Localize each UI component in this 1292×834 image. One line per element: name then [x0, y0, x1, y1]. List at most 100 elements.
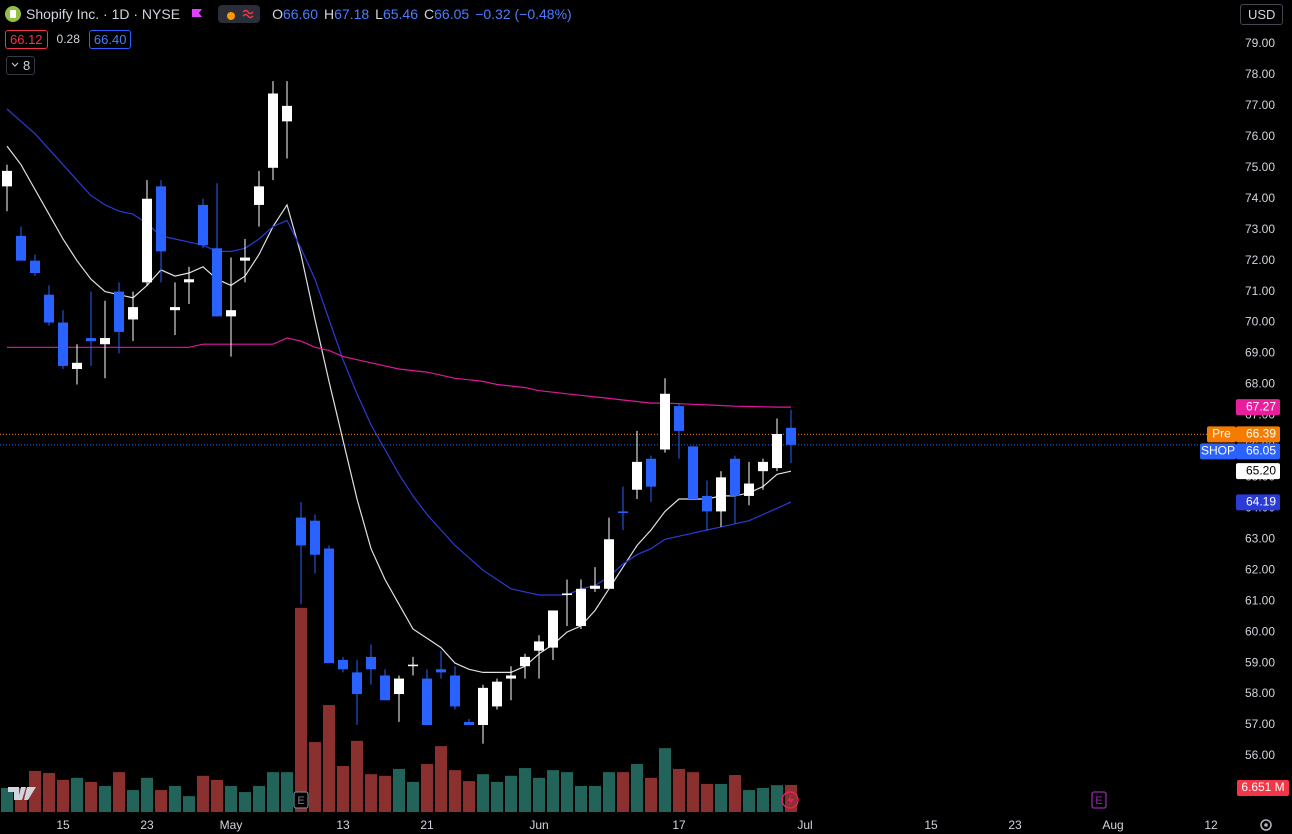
y-tick-label: 72.00 [1245, 253, 1275, 267]
price-label-box [1236, 426, 1280, 443]
candle-body [632, 461, 642, 490]
volume-bar [155, 790, 167, 812]
candle-body [380, 675, 390, 701]
ask[interactable]: 66.40 [88, 29, 132, 49]
y-tick-label: 71.00 [1245, 284, 1275, 298]
candle-body [44, 294, 54, 323]
x-tick-label: May [220, 818, 243, 832]
volume-bar [141, 777, 153, 812]
candle-body [618, 511, 628, 513]
candle-body [492, 681, 502, 707]
candle-body [72, 362, 82, 370]
volume-bar [57, 779, 69, 812]
y-tick-label: 69.00 [1245, 346, 1275, 360]
moving-average [7, 337, 791, 408]
candle-body [142, 198, 152, 283]
candle-body [590, 585, 600, 589]
y-tick-label: 63.00 [1245, 531, 1275, 545]
y-tick-label: 58.00 [1245, 686, 1275, 700]
ohlc-value: 67.18 [334, 6, 370, 22]
event-icon[interactable] [781, 791, 799, 809]
candle-body [604, 539, 614, 589]
volume-bar [673, 768, 685, 812]
price-label: 65.20 [1246, 463, 1276, 477]
candle-body [450, 675, 460, 707]
volume-bar [183, 796, 195, 812]
volume-bar [1, 788, 13, 812]
volume-bar [575, 785, 587, 812]
volume-bar [281, 772, 293, 812]
x-tick-label: Jun [529, 818, 548, 832]
session-badge[interactable] [218, 5, 261, 23]
y-tick-label: 77.00 [1245, 98, 1275, 112]
volume-bar [561, 772, 573, 812]
volume-bar [71, 777, 83, 812]
volume-bar [505, 775, 517, 812]
candle-body [562, 593, 572, 595]
earnings-label[interactable]: E [297, 795, 304, 807]
price-tag-box [1207, 426, 1236, 443]
candle-body [156, 186, 166, 252]
x-tick-label: Jul [797, 818, 812, 832]
candle-body [282, 105, 292, 122]
x-tick-label: 23 [1008, 818, 1022, 832]
volume-bar [407, 781, 419, 812]
currency-button[interactable]: USD [1240, 3, 1284, 25]
candle-body [198, 204, 208, 246]
earnings-label[interactable]: E [1095, 795, 1102, 807]
candle-body [520, 656, 530, 667]
ohlc: O 66.60 H 67.18 L 65.46 C 66.05 [266, 6, 469, 22]
moving-average [6, 108, 792, 596]
volume-bar [757, 788, 769, 812]
x-tick-label: 13 [336, 818, 350, 832]
volume-bar [449, 770, 461, 812]
settings-icon[interactable] [1260, 819, 1272, 831]
candle-body [30, 260, 40, 274]
price-label-box [1236, 399, 1280, 416]
candle-body [730, 458, 740, 496]
price-tag: SHOP [1201, 443, 1235, 457]
candle-body [296, 517, 306, 546]
candle-body [394, 678, 404, 695]
quote-row: 66.12 0.28 66.40 [5, 28, 132, 50]
y-tick-label: 57.00 [1245, 717, 1275, 731]
volume-bar [295, 607, 307, 812]
y-tick-label: 56.00 [1245, 748, 1275, 762]
candle-body [254, 186, 264, 205]
volume-bar [365, 774, 377, 812]
volume-label-box [1237, 780, 1289, 796]
volume-bar [211, 779, 223, 812]
flag-icon[interactable] [190, 7, 204, 21]
price-label: 66.39 [1246, 426, 1276, 440]
price-label-box [1236, 494, 1280, 511]
logo [8, 787, 36, 800]
chevron [11, 62, 19, 67]
x-tick-label: Aug [1102, 818, 1123, 832]
bid[interactable]: 66.12 [5, 29, 48, 49]
price-tag-box [1200, 443, 1236, 460]
volume-bar [253, 785, 265, 812]
symbol[interactable]: Shopify Inc. · 1D · NYSE [26, 6, 181, 22]
ohlc-value: 66.05 [434, 6, 470, 22]
earnings-badge [1091, 791, 1107, 809]
volume-bar [617, 772, 629, 812]
volume-bar [323, 705, 335, 812]
candle-body [660, 393, 670, 450]
price-label: 67.27 [1246, 399, 1276, 413]
volume-bar [169, 785, 181, 812]
candle-body [674, 406, 684, 431]
volume-bar [631, 764, 643, 812]
x-tick-label: 23 [140, 818, 154, 832]
indicators-toggle[interactable]: 8 [6, 55, 36, 75]
y-tick-label: 70.00 [1245, 315, 1275, 329]
currency-row: USD [1240, 3, 1284, 25]
volume-bar [491, 781, 503, 812]
candle-body [352, 672, 362, 695]
price-label: 64.19 [1246, 495, 1276, 509]
candle-body [226, 310, 236, 317]
volume-bar [29, 770, 41, 812]
candle-body [464, 721, 474, 726]
candle-body [128, 307, 138, 320]
